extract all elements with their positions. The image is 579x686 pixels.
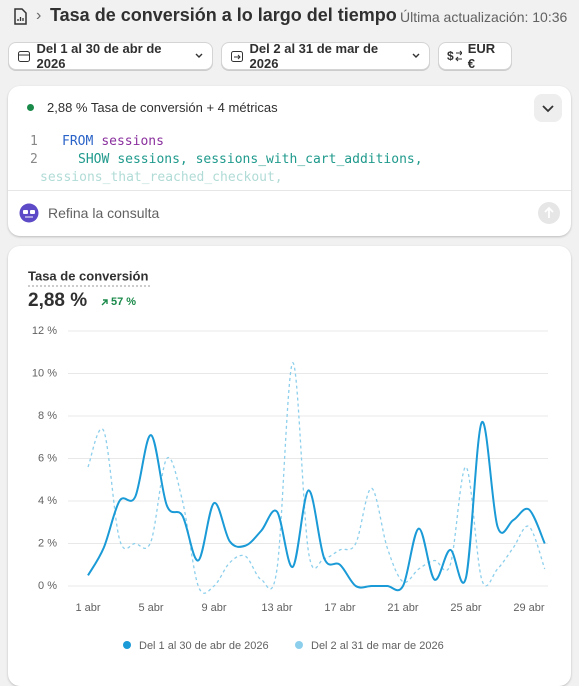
last-updated: Última actualización: 10:36	[400, 9, 568, 25]
y-tick-label: 4 %	[38, 495, 57, 507]
legend-label[interactable]: Del 2 al 31 de mar de 2026	[311, 640, 444, 652]
code-rest: sessions	[101, 134, 164, 149]
x-tick-label: 21 abr	[387, 602, 419, 614]
legend-label[interactable]: Del 1 al 30 de abr de 2026	[139, 640, 269, 652]
status-dot	[27, 104, 34, 111]
x-tick-label: 13 abr	[261, 602, 293, 614]
line-number: 1	[30, 134, 38, 149]
divider	[8, 190, 571, 191]
y-tick-label: 6 %	[38, 452, 57, 464]
series-line	[87, 421, 546, 592]
x-tick-label: 1 abr	[75, 602, 100, 614]
code-rest: sessions, sessions_with_cart_additions,	[117, 152, 423, 167]
legend-marker[interactable]	[123, 641, 131, 649]
currency-label: EUR €	[467, 41, 496, 71]
series-line	[87, 362, 546, 594]
page-title: Tasa de conversión a lo largo del tiempo	[50, 5, 397, 25]
calendar-icon	[18, 51, 30, 62]
chart-title: Tasa de conversión	[28, 268, 148, 283]
code-line: sessions_that_reached_checkout,	[30, 170, 550, 188]
y-tick-label: 2 %	[38, 537, 57, 549]
x-tick-label: 25 abr	[450, 602, 482, 614]
y-tick-label: 0 %	[38, 580, 57, 592]
chevron	[195, 53, 203, 58]
query-card: 2,88 % Tasa de conversión + 4 métricas 1…	[8, 86, 571, 236]
assistant-icon	[19, 203, 39, 223]
breadcrumb-separator: ›	[36, 7, 42, 24]
x-tick-label: 9 abr	[201, 602, 226, 614]
query-summary: 2,88 % Tasa de conversión + 4 métricas	[47, 100, 278, 115]
collapse-button[interactable]	[534, 94, 562, 122]
y-tick-label: 10 %	[32, 367, 57, 379]
code-keyword: FROM	[62, 134, 94, 149]
x-tick-label: 17 abr	[324, 602, 356, 614]
comparison-filter[interactable]: Del 2 al 31 de mar de 2026	[221, 41, 430, 71]
change-value: 57 %	[111, 296, 136, 308]
chevron	[542, 105, 554, 113]
chart-card: Tasa de conversión 2,88 % 57 % 0 % 2 % 4 %…	[8, 246, 571, 686]
code-rest: sessions_that_reached_checkout,	[40, 170, 283, 185]
comparison-label: Del 2 al 31 de mar de 2026	[249, 41, 379, 71]
code-line: 1 FROM sessions	[30, 134, 550, 152]
code-line: 2 SHOW sessions, sessions_with_cart_additi…	[30, 152, 550, 170]
currency-filter[interactable]: $ EUR €	[438, 41, 512, 71]
report-icon	[14, 8, 27, 25]
chevron	[412, 53, 420, 58]
compare-icon	[231, 51, 243, 62]
total-value: 2,88 %	[28, 290, 87, 311]
currency-icon: $	[447, 49, 462, 63]
period-filter[interactable]: Del 1 al 30 de abr de 2026	[8, 41, 213, 71]
y-tick-label: 8 %	[38, 410, 57, 422]
legend-marker[interactable]	[295, 641, 303, 649]
period-label: Del 1 al 30 de abr de 2026	[36, 41, 162, 71]
svg-text:$: $	[447, 49, 454, 63]
query-prompt[interactable]: Refina la consulta	[48, 205, 160, 221]
trend-arrow	[101, 299, 108, 306]
x-tick-label: 5 abr	[138, 602, 163, 614]
send-button[interactable]	[538, 202, 560, 224]
query-code: 1 FROM sessions 2 SHOW sessions, sessions_wit…	[30, 134, 550, 188]
line-number: 2	[30, 152, 38, 167]
arrow-up	[544, 206, 554, 218]
y-tick-label: 12 %	[32, 325, 57, 337]
x-tick-label: 29 abr	[513, 602, 545, 614]
code-keyword: SHOW	[78, 152, 110, 167]
